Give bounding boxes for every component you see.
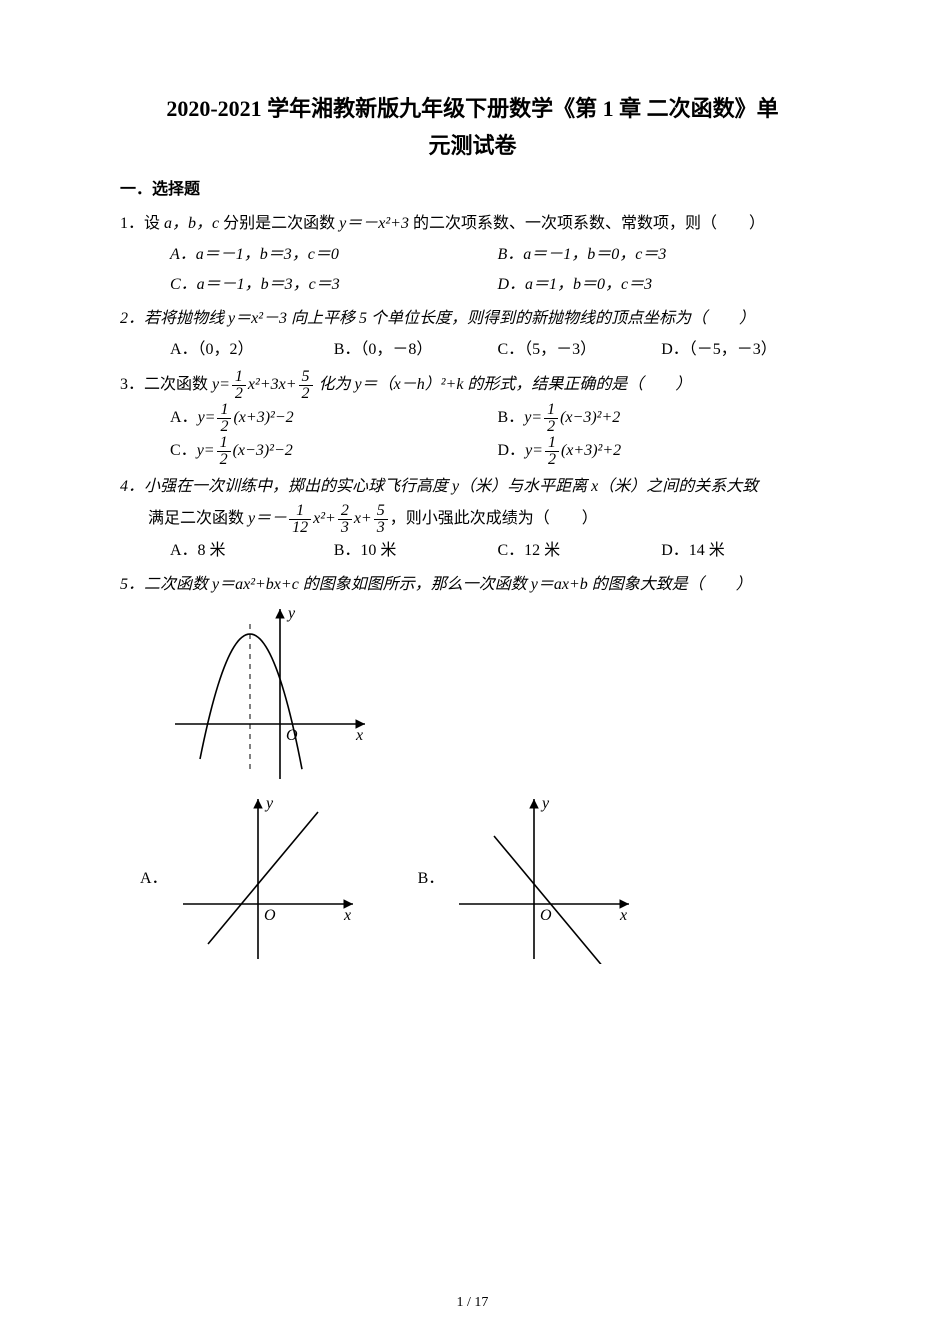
question-3: 3．二次函数 y=12x²+3x+52 化为 y＝（x－h）²+k 的形式，结果… bbox=[120, 369, 825, 468]
svg-text:x: x bbox=[355, 727, 363, 744]
question-4: 4．小强在一次训练中，掷出的实心球飞行高度 y（米）与水平距离 x（米）之间的关… bbox=[120, 472, 825, 566]
question-5: 5．二次函数 y＝ax²+bx+c 的图象如图所示，那么一次函数 y＝ax+b … bbox=[120, 570, 825, 964]
line-b-figure: x y O bbox=[454, 794, 634, 964]
q4-option-b: B．10 米 bbox=[334, 536, 498, 566]
svg-text:y: y bbox=[286, 605, 296, 622]
q5-option-a: A． x y O bbox=[140, 794, 358, 964]
q3-text-p1: 3．二次函数 bbox=[120, 376, 212, 393]
q2-option-c: C．（5，－3） bbox=[498, 335, 662, 365]
question-1: 1．设 a，b，c 分别是二次函数 y＝－x²+3 的二次项系数、一次项系数、常… bbox=[120, 209, 825, 300]
q1-text-suffix: 的二次项系数、一次项系数、常数项，则（ ） bbox=[409, 215, 765, 232]
q2-text: 2．若将抛物线 y＝x²－3 向上平移 5 个单位长度，则得到的新抛物线的顶点坐… bbox=[120, 310, 755, 327]
q5-figure-main: xyO bbox=[120, 604, 825, 784]
svg-text:x: x bbox=[619, 907, 627, 924]
q1-func: y＝－x²+3 bbox=[339, 215, 409, 232]
section-heading: 一．选择题 bbox=[120, 175, 825, 205]
q1-option-a: A．a＝－1，b＝3，c＝0 bbox=[170, 240, 498, 270]
parabola-figure: xyO bbox=[170, 604, 370, 784]
svg-text:y: y bbox=[264, 795, 274, 812]
q2-option-d: D．（－5，－3） bbox=[661, 335, 825, 365]
q5-text: 5．二次函数 y＝ax²+bx+c 的图象如图所示，那么一次函数 y＝ax+b … bbox=[120, 576, 752, 593]
svg-text:y: y bbox=[540, 795, 550, 812]
svg-text:x: x bbox=[343, 907, 351, 924]
q4-line2: 满足二次函数 y＝－112x²+23x+53，则小强此次成绩为（ ） bbox=[120, 510, 598, 527]
q1-option-c: C．a＝－1，b＝3，c＝3 bbox=[170, 270, 498, 300]
svg-text:O: O bbox=[264, 907, 276, 924]
page-number: 1 / 17 bbox=[0, 1290, 945, 1317]
q1-text-mid: 分别是二次函数 bbox=[219, 215, 339, 232]
line-a-figure: x y O bbox=[178, 794, 358, 964]
svg-text:O: O bbox=[540, 907, 552, 924]
q3-func: y=12x²+3x+52 bbox=[212, 376, 315, 393]
q5-option-b-label: B． bbox=[418, 864, 445, 894]
q3-option-a: A．y=12(x+3)²−2 bbox=[170, 402, 498, 435]
exam-page: 2020-2021 学年湘教新版九年级下册数学《第 1 章 二次函数》单 元测试… bbox=[0, 0, 945, 1337]
page-title: 2020-2021 学年湘教新版九年级下册数学《第 1 章 二次函数》单 元测试… bbox=[120, 90, 825, 165]
q1-abc: a，b，c bbox=[164, 215, 219, 232]
q1-option-d: D．a＝1，b＝0，c＝3 bbox=[498, 270, 826, 300]
title-line-2: 元测试卷 bbox=[428, 133, 516, 158]
q4-option-d: D．14 米 bbox=[661, 536, 825, 566]
q4-option-a: A．8 米 bbox=[170, 536, 334, 566]
q3-option-b: B．y=12(x−3)²+2 bbox=[498, 402, 826, 435]
question-2: 2．若将抛物线 y＝x²－3 向上平移 5 个单位长度，则得到的新抛物线的顶点坐… bbox=[120, 304, 825, 365]
q5-option-a-label: A． bbox=[140, 864, 168, 894]
q1-option-b: B．a＝－1，b＝0，c＝3 bbox=[498, 240, 826, 270]
q3-option-d: D．y=12(x+3)²+2 bbox=[498, 435, 826, 468]
q3-option-c: C．y=12(x−3)²−2 bbox=[170, 435, 498, 468]
title-line-1: 2020-2021 学年湘教新版九年级下册数学《第 1 章 二次函数》单 bbox=[166, 96, 778, 121]
q3-text-p2: 化为 y＝（x－h）²+k 的形式，结果正确的是（ ） bbox=[315, 376, 692, 393]
q5-option-b: B． x y O bbox=[418, 794, 635, 964]
q1-text-prefix: 1．设 bbox=[120, 215, 164, 232]
q4-text-p1: 4．小强在一次训练中，掷出的实心球飞行高度 y（米）与水平距离 x（米）之间的关… bbox=[120, 478, 758, 495]
q4-option-c: C．12 米 bbox=[498, 536, 662, 566]
q2-option-a: A．（0，2） bbox=[170, 335, 334, 365]
q2-option-b: B．（0，－8） bbox=[334, 335, 498, 365]
